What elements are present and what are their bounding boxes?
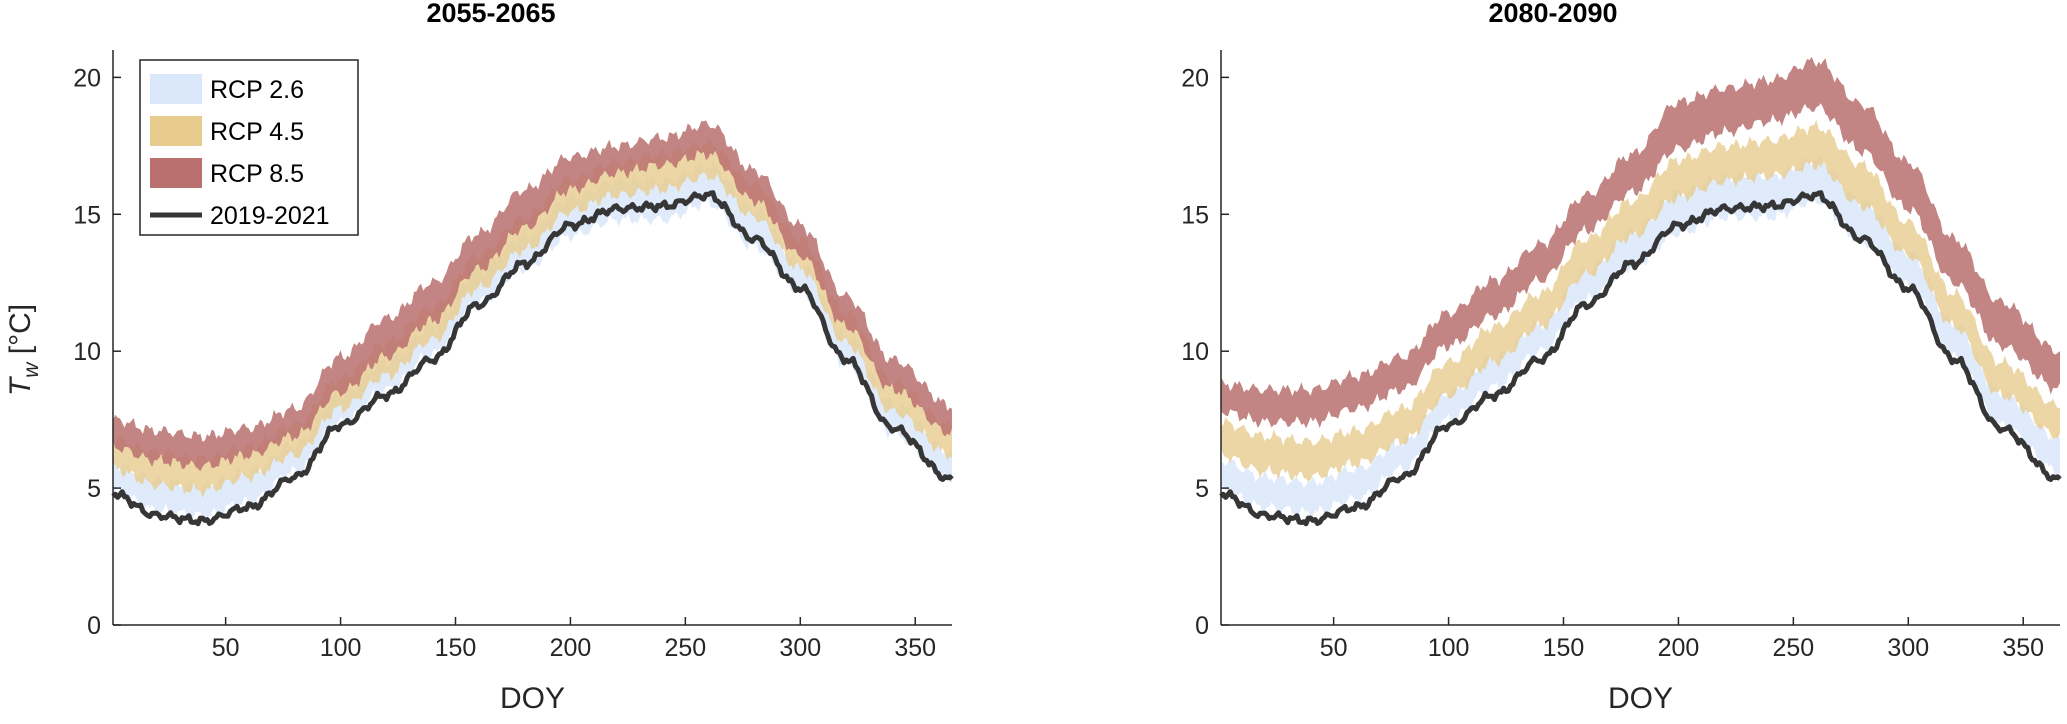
- band-rcp45: [1221, 120, 2060, 482]
- panel-title: 2055-2065: [426, 0, 555, 28]
- x-axis-label: DOY: [500, 682, 565, 715]
- band-rcp26: [1221, 155, 2060, 520]
- x-axis-label: DOY: [1608, 682, 1673, 715]
- y-tick-label: 15: [1181, 201, 1209, 229]
- y-axis-label: Tw [°C]: [4, 304, 43, 396]
- legend: RCP 2.6 RCP 4.5 RCP 8.5 2019-2021: [139, 59, 359, 236]
- x-tick-label: 100: [320, 634, 362, 662]
- panel-2080-2090: 2080-2090 50 100 150 200 250 300 350 0 5 10 15 20 DO…: [1181, 0, 2062, 715]
- y-tick-label: 15: [73, 201, 101, 229]
- x-tick-label: 250: [1772, 634, 1814, 662]
- legend-swatch-rcp45: [150, 116, 202, 146]
- x-tick-label: 200: [550, 634, 592, 662]
- x-tick-label: 300: [779, 634, 821, 662]
- x-tick-label: 50: [1320, 634, 1348, 662]
- y-tick-label: 5: [87, 475, 101, 503]
- x-tick-label: 300: [1887, 634, 1929, 662]
- legend-label-rcp45: RCP 4.5: [210, 118, 304, 146]
- x-tick-label: 150: [1543, 634, 1585, 662]
- x-tick-label: 250: [664, 634, 706, 662]
- y-tick-label: 20: [73, 64, 101, 92]
- x-tick-label: 150: [435, 634, 477, 662]
- legend-swatch-rcp85: [150, 158, 202, 188]
- observed-line: [111, 190, 954, 527]
- band-rcp85: [1221, 56, 2060, 429]
- panel-title: 2080-2090: [1488, 0, 1617, 28]
- y-tick-label: 0: [87, 612, 101, 640]
- x-tick-label: 50: [212, 634, 240, 662]
- legend-swatch-rcp26: [150, 74, 202, 104]
- panel-2055-2065: 2055-2065 50 100 150 200 250 300 350 0 5 10 15 20 DO…: [73, 0, 954, 715]
- legend-label-rcp85: RCP 8.5: [210, 160, 304, 188]
- x-tick-label: 350: [2002, 634, 2044, 662]
- band-rcp26: [113, 159, 952, 521]
- y-tick-label: 10: [73, 338, 101, 366]
- observed-line: [1219, 190, 2062, 527]
- band-rcp45: [113, 138, 952, 499]
- band-rcp85: [113, 120, 952, 472]
- legend-label-rcp26: RCP 2.6: [210, 76, 304, 104]
- y-tick-label: 20: [1181, 64, 1209, 92]
- x-tick-label: 100: [1428, 634, 1470, 662]
- y-tick-label: 10: [1181, 338, 1209, 366]
- x-tick-label: 350: [894, 634, 936, 662]
- legend-label-observed: 2019-2021: [210, 202, 330, 230]
- y-tick-label: 5: [1195, 475, 1209, 503]
- x-tick-label: 200: [1658, 634, 1700, 662]
- y-tick-label: 0: [1195, 612, 1209, 640]
